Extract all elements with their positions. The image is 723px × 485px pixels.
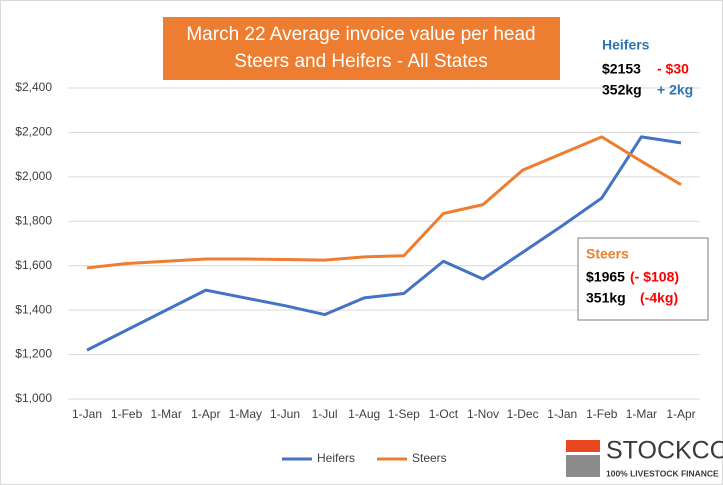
annotation-change: (-4kg)	[640, 290, 678, 306]
x-tick-label: 1-May	[229, 407, 262, 421]
x-tick-label: 1-Mar	[626, 407, 657, 421]
x-tick-label: 1-Jul	[312, 407, 338, 421]
annotation-title: Heifers	[602, 37, 650, 53]
x-tick-label: 1-Jan	[72, 407, 102, 421]
data-line	[86, 135, 682, 352]
annotation-change: - $30	[657, 61, 689, 77]
y-tick-label: $1,400	[15, 302, 52, 316]
y-tick-label: $1,800	[15, 213, 52, 227]
data-line	[86, 135, 682, 270]
x-tick-label: 1-Feb	[111, 407, 143, 421]
x-tick-label: 1-Aug	[348, 407, 380, 421]
chart-title: March 22 Average invoice value per head	[186, 24, 535, 45]
annotation-weight: 351kg	[586, 290, 626, 306]
logo-mark	[566, 440, 600, 452]
x-tick-label: 1-Oct	[429, 407, 459, 421]
x-tick-label: 1-Feb	[586, 407, 618, 421]
y-tick-label: $2,200	[15, 125, 52, 139]
x-tick-label: 1-Apr	[191, 407, 220, 421]
y-tick-label: $2,000	[15, 169, 52, 183]
annotation-price: $2153	[602, 61, 641, 77]
annotation-title: Steers	[586, 246, 629, 262]
y-tick-label: $1,000	[15, 391, 52, 405]
x-tick-label: 1-Sep	[388, 407, 420, 421]
logo-mark	[566, 455, 600, 477]
title-box	[163, 17, 560, 80]
logo-tagline: 100% LIVESTOCK FINANCE	[606, 468, 719, 478]
annotation-box	[577, 237, 709, 321]
y-tick-label: $2,400	[15, 80, 52, 94]
x-tick-label: 1-Jan	[547, 407, 577, 421]
x-tick-label: 1-Mar	[151, 407, 182, 421]
x-tick-label: 1-Dec	[507, 407, 539, 421]
x-tick-label: 1-Jun	[270, 407, 300, 421]
y-tick-label: $1,600	[15, 258, 52, 272]
annotation-weight: 352kg	[602, 82, 642, 98]
y-tick-label: $1,200	[15, 347, 52, 361]
x-tick-label: 1-Nov	[467, 407, 499, 421]
logo-name: STOCKCO	[606, 437, 723, 465]
annotation-change: + 2kg	[657, 82, 693, 98]
legend-label: Steers	[412, 451, 447, 465]
x-tick-label: 1-Apr	[666, 407, 695, 421]
legend-label: Heifers	[317, 451, 355, 465]
annotation-change: (- $108)	[630, 269, 679, 285]
annotation-price: $1965	[586, 269, 625, 285]
chart-subtitle: Steers and Heifers - All States	[234, 51, 487, 72]
